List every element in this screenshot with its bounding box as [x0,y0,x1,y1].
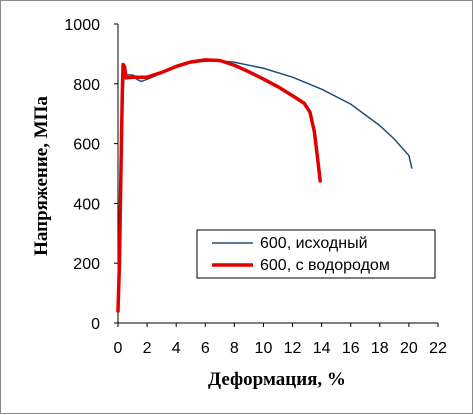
legend-label-original: 600, исходный [260,235,368,252]
y-tick-label: 200 [73,256,100,273]
x-axis-title: Деформация, % [208,369,346,390]
y-tick-label: 0 [91,316,100,333]
x-tick-label: 16 [342,340,360,357]
y-tick-label: 400 [73,196,100,213]
y-axis-title: Напряжение, МПа [31,96,52,256]
x-tick-label: 8 [230,340,239,357]
y-tick-label: 800 [73,77,100,94]
x-tick-label: 4 [172,340,181,357]
x-tick-label: 10 [255,340,273,357]
x-tick-label: 22 [429,340,447,357]
x-tick-label: 2 [143,340,152,357]
series-line-hydrogen [116,58,322,313]
x-tick-label: 0 [114,340,123,357]
series-layer [116,58,413,313]
x-tick-label: 20 [400,340,418,357]
legend-box [196,229,436,279]
legend: 600, исходный 600, с водородом [196,229,436,279]
y-tick-label: 1000 [64,17,100,34]
legend-label-hydrogen: 600, с водородом [260,257,390,274]
x-tick-label: 14 [313,340,331,357]
axis-ticks: 0 200 400 600 800 1000 0 2 4 6 8 10 12 14 16 18 20 22 [64,17,447,357]
y-tick-label: 600 [73,137,100,154]
x-tick-label: 6 [201,340,210,357]
x-tick-label: 18 [371,340,389,357]
x-tick-label: 12 [284,340,302,357]
